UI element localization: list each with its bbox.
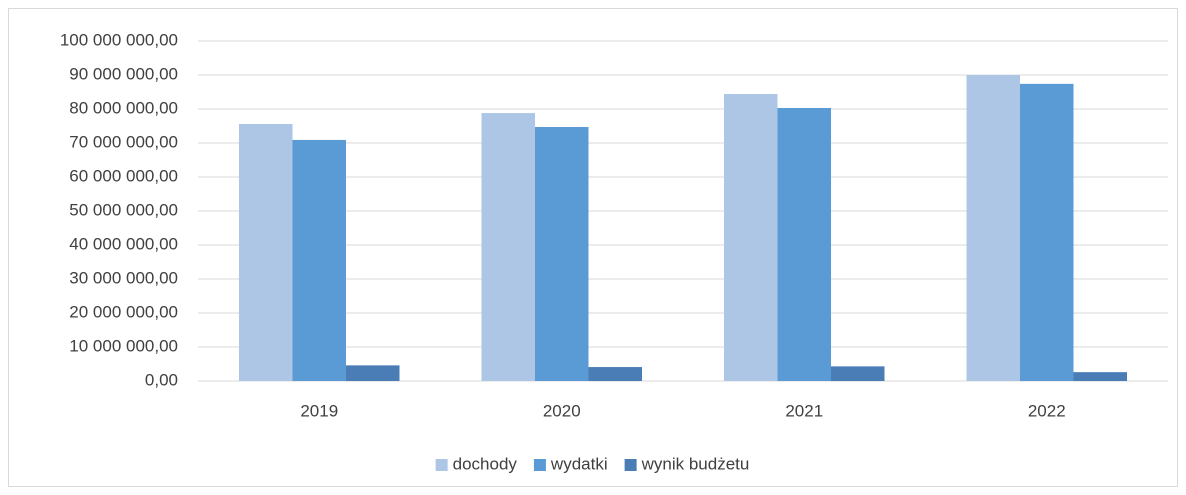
legend-swatch [624,459,637,471]
x-tick-label: 2019 [300,401,338,420]
y-tick-label: 100 000 000,00 [60,30,178,49]
y-tick-label: 70 000 000,00 [69,132,178,151]
y-tick-label: 80 000 000,00 [69,98,178,117]
y-tick-label: 0,00 [145,370,178,389]
legend-label: wydatki [550,454,608,473]
bar [966,75,1020,381]
bar [346,365,400,381]
bar [239,123,293,382]
legend-label: wynik budżetu [641,454,750,473]
legend-swatch [533,459,546,471]
bar [588,367,642,381]
bar [777,107,831,381]
x-tick-label: 2020 [543,401,581,420]
bar [535,127,589,382]
y-tick-label: 50 000 000,00 [69,200,178,219]
bar [724,94,778,381]
y-tick-label: 20 000 000,00 [69,302,178,321]
x-tick-label: 2021 [785,401,823,420]
y-tick-label: 10 000 000,00 [69,336,178,355]
bar [831,366,885,381]
x-tick-label: 2022 [1028,401,1066,420]
bar [1073,372,1127,381]
bar [1020,83,1074,381]
y-tick-label: 60 000 000,00 [69,166,178,185]
legend-swatch [435,459,448,471]
bar [481,113,535,381]
y-tick-label: 30 000 000,00 [69,268,178,287]
bar [292,139,346,381]
legend-label: dochody [453,454,518,473]
y-tick-label: 40 000 000,00 [69,234,178,253]
y-tick-label: 90 000 000,00 [69,64,178,83]
